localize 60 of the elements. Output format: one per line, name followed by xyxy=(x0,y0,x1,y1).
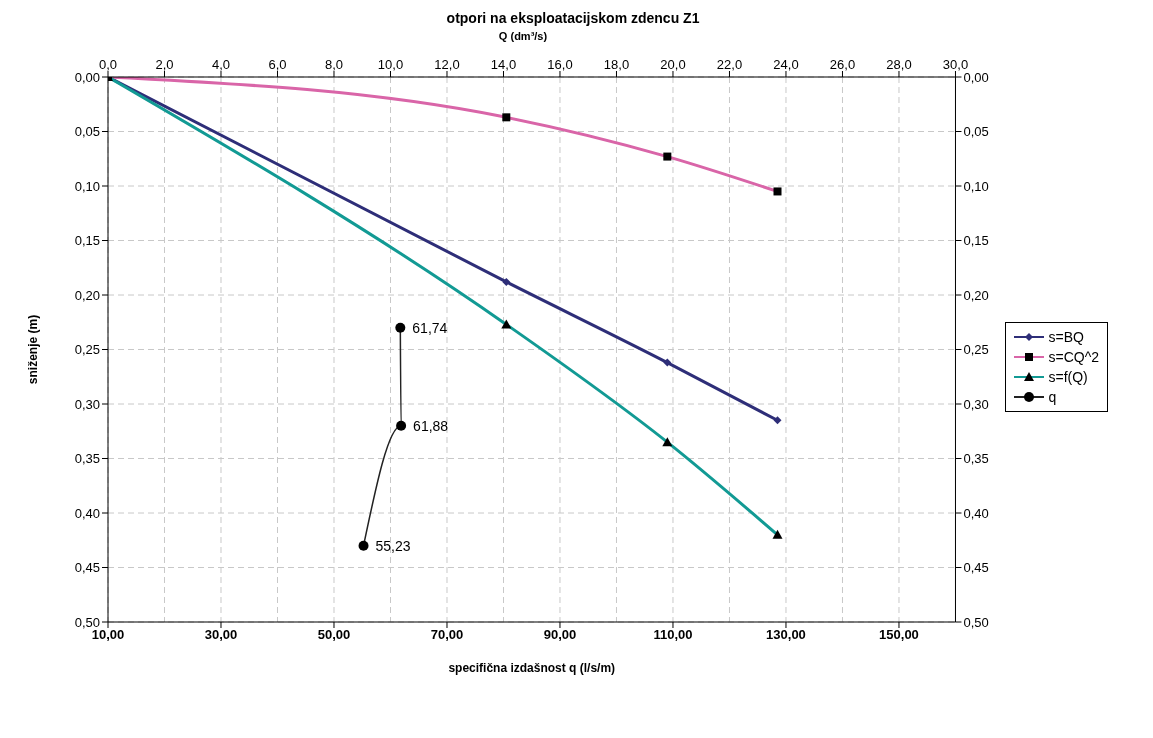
legend-label: s=CQ^2 xyxy=(1048,348,1099,367)
x2-tick-label: 10,0 xyxy=(377,57,404,72)
x2-tick-label: 8,0 xyxy=(324,57,344,72)
x2-tick-label: 14,0 xyxy=(490,57,517,72)
x2-tick-label: 4,0 xyxy=(211,57,231,72)
y2-tick-label: 0,20 xyxy=(963,287,989,303)
y-tick-label: 0,05 xyxy=(74,124,100,140)
y-tick-label: 0,40 xyxy=(74,505,100,521)
y2-tick-label: 0,45 xyxy=(963,560,989,576)
annotation: 61,74 xyxy=(412,319,448,336)
x2-tick-label: 12,0 xyxy=(434,57,460,72)
x2-tick-label: 2,0 xyxy=(155,57,174,72)
x2-tick-label: 24,0 xyxy=(773,57,799,72)
legend-label: s=BQ xyxy=(1048,328,1084,347)
x-tick-label: 70,00 xyxy=(430,627,464,643)
point xyxy=(358,540,369,551)
y2-tick-label: 0,30 xyxy=(963,396,989,412)
y-tick-label: 0,20 xyxy=(74,287,100,303)
y-tick-label: 0,35 xyxy=(74,451,100,467)
y2-tick-label: 0,05 xyxy=(963,124,989,140)
y-tick-label: 0,25 xyxy=(74,342,100,358)
x-tick-label: 50,00 xyxy=(317,627,351,643)
legend-label: s=f(Q) xyxy=(1048,368,1088,387)
y2-tick-label: 0,10 xyxy=(963,178,989,194)
x2-tick-label: 18,0 xyxy=(603,57,630,72)
x-tick-label: 10,00 xyxy=(91,627,125,643)
x2-tick-label: 20,0 xyxy=(660,57,686,72)
x2-tick-label: 26,0 xyxy=(829,57,856,72)
x2-tick-label: 30,0 xyxy=(942,57,969,72)
x2-tick-label: 16,0 xyxy=(547,57,573,72)
y2-tick-label: 0,35 xyxy=(963,451,989,467)
y-tick-label: 0,30 xyxy=(74,396,100,412)
x2-tick-label: 22,0 xyxy=(716,57,743,72)
y-tick-label: 0,15 xyxy=(74,233,100,249)
x-tick-label: 90,00 xyxy=(543,627,577,643)
y2-tick-label: 0,15 xyxy=(963,233,989,249)
x2-tick-label: 28,0 xyxy=(886,57,912,72)
x-tick-label: 110,00 xyxy=(653,627,693,643)
annotation: 61,88 xyxy=(413,417,449,434)
point xyxy=(396,420,407,431)
x-tick-label: 30,00 xyxy=(204,627,238,643)
y2-tick-label: 0,40 xyxy=(963,505,989,521)
annotation: 55,23 xyxy=(375,537,411,554)
legend-label: q xyxy=(1048,388,1057,407)
x2-tick-label: 6,0 xyxy=(268,57,287,72)
y-tick-label: 0,10 xyxy=(74,178,100,194)
y-tick-label: 0,45 xyxy=(74,560,100,576)
x2-axis-title: Q (dm³/s) xyxy=(497,30,549,42)
y-axis-title: sniženje (m) xyxy=(26,314,41,385)
y2-tick-label: 0,25 xyxy=(963,342,989,358)
y2-tick-label: 0,50 xyxy=(963,614,989,630)
x-axis-title: specifična izdašnost q (l/s/m) xyxy=(448,661,616,675)
y-tick-label: 0,50 xyxy=(74,614,100,630)
x2-tick-label: 0,0 xyxy=(98,57,118,72)
x-tick-label: 130,00 xyxy=(766,627,806,643)
x-tick-label: 150,00 xyxy=(879,627,919,643)
y-tick-label: 0,00 xyxy=(74,69,100,85)
chart-title: otpori na eksploatacijskom zdencu Z1 xyxy=(445,10,701,26)
y2-tick-label: 0,00 xyxy=(963,69,989,85)
point xyxy=(395,322,406,333)
